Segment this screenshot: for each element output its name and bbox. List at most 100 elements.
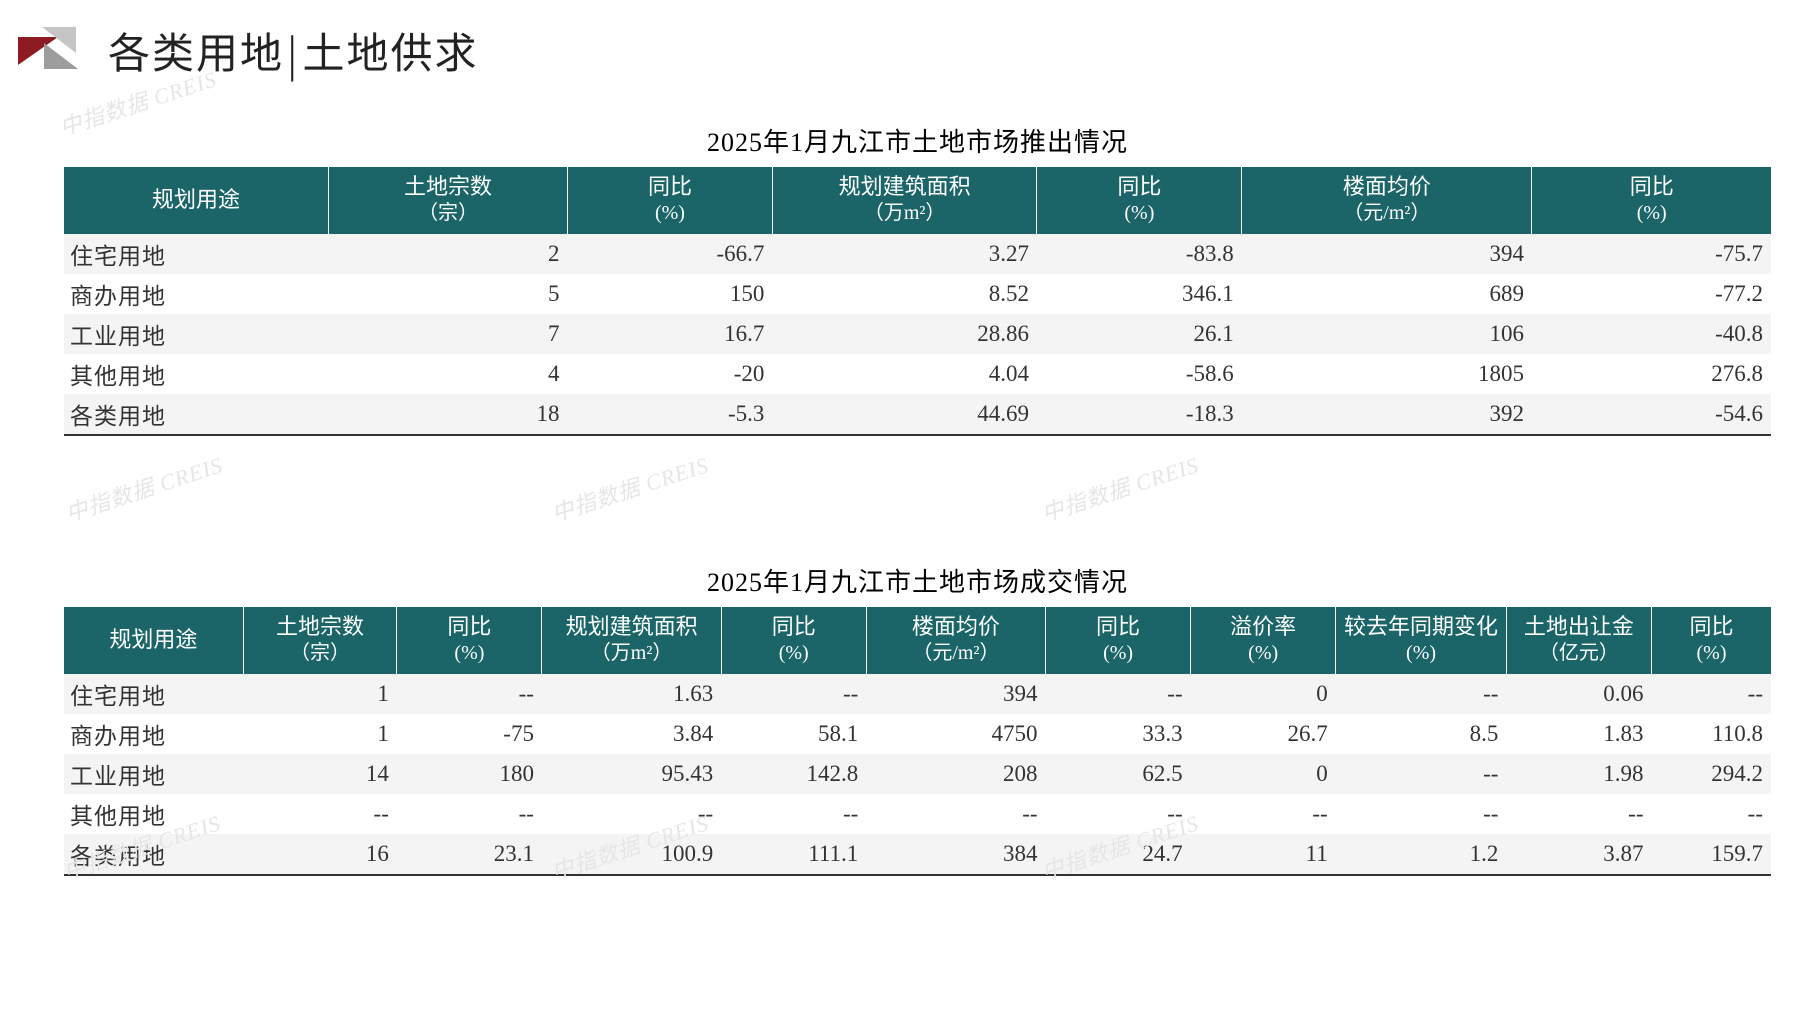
section-land-supply: 2025年1月九江市土地市场推出情况 规划用途土地宗数（宗）同比(%)规划建筑面… bbox=[64, 122, 1771, 436]
col-header: 同比(%) bbox=[721, 607, 866, 674]
cell-value: -- bbox=[397, 794, 542, 834]
cell-value: 26.1 bbox=[1037, 314, 1242, 354]
table1-title: 2025年1月九江市土地市场推出情况 bbox=[64, 122, 1771, 159]
cell-value: 4 bbox=[329, 354, 568, 394]
col-header-sub: (%) bbox=[397, 641, 541, 666]
cell-value: 111.1 bbox=[721, 834, 866, 875]
table-land-transaction: 规划用途土地宗数（宗）同比(%)规划建筑面积（万m²）同比(%)楼面均价（元/m… bbox=[64, 607, 1771, 876]
cell-value: -- bbox=[721, 794, 866, 834]
table-row: 住宅用地2-66.73.27-83.8394-75.7 bbox=[64, 234, 1771, 274]
cell-value: 24.7 bbox=[1046, 834, 1191, 875]
col-header-label: 规划用途 bbox=[109, 627, 197, 652]
cell-value: -83.8 bbox=[1037, 234, 1242, 274]
cell-value: -40.8 bbox=[1532, 314, 1771, 354]
col-header-sub: (%) bbox=[1046, 641, 1190, 666]
title-separator: | bbox=[288, 26, 298, 84]
cell-value: 150 bbox=[568, 274, 773, 314]
col-header-label: 同比 bbox=[648, 174, 692, 199]
col-header-label: 土地出让金 bbox=[1524, 614, 1634, 639]
cell-value: 394 bbox=[866, 674, 1045, 714]
cell-value: 1.2 bbox=[1336, 834, 1507, 875]
cell-value: 11 bbox=[1191, 834, 1336, 875]
col-header-sub: （万m²） bbox=[773, 201, 1037, 226]
col-header: 规划建筑面积（万m²） bbox=[772, 167, 1037, 234]
col-header-sub: (%) bbox=[568, 201, 772, 226]
col-header-sub: (%) bbox=[722, 641, 866, 666]
col-header: 土地宗数（宗） bbox=[243, 607, 397, 674]
cell-value: 62.5 bbox=[1046, 754, 1191, 794]
cell-value: 14 bbox=[243, 754, 397, 794]
cell-value: 26.7 bbox=[1191, 714, 1336, 754]
cell-value: 0 bbox=[1191, 754, 1336, 794]
col-header-sub: (%) bbox=[1532, 201, 1771, 226]
cell-value: -58.6 bbox=[1037, 354, 1242, 394]
cell-value: 384 bbox=[866, 834, 1045, 875]
col-header-sub: （宗） bbox=[329, 201, 567, 226]
cell-value: -75.7 bbox=[1532, 234, 1771, 274]
col-header: 规划建筑面积（万m²） bbox=[542, 607, 721, 674]
col-header-sub: （元/m²） bbox=[1242, 201, 1531, 226]
col-header: 同比(%) bbox=[1651, 607, 1771, 674]
cell-value: 392 bbox=[1242, 394, 1532, 435]
col-header-label: 同比 bbox=[772, 614, 816, 639]
row-label: 住宅用地 bbox=[64, 674, 243, 714]
col-header-sub: （亿元） bbox=[1507, 641, 1651, 666]
col-header: 较去年同期变化(%) bbox=[1336, 607, 1507, 674]
row-label: 各类用地 bbox=[64, 834, 243, 875]
table-land-supply: 规划用途土地宗数（宗）同比(%)规划建筑面积（万m²）同比(%)楼面均价（元/m… bbox=[64, 167, 1771, 436]
cell-value: 7 bbox=[329, 314, 568, 354]
cell-value: -54.6 bbox=[1532, 394, 1771, 435]
row-label: 工业用地 bbox=[64, 314, 329, 354]
cell-value: -- bbox=[1336, 754, 1507, 794]
table-row: 工业用地1418095.43142.820862.50--1.98294.2 bbox=[64, 754, 1771, 794]
row-label: 各类用地 bbox=[64, 394, 329, 435]
cell-value: 180 bbox=[397, 754, 542, 794]
table-row: 其他用地4-204.04-58.61805276.8 bbox=[64, 354, 1771, 394]
cell-value: 0.06 bbox=[1506, 674, 1651, 714]
cell-value: 3.27 bbox=[772, 234, 1037, 274]
col-header-label: 土地宗数 bbox=[404, 174, 492, 199]
col-header: 楼面均价（元/m²） bbox=[866, 607, 1045, 674]
watermark: 中指数据 CREIS bbox=[547, 448, 712, 529]
cell-value: 8.52 bbox=[772, 274, 1037, 314]
cell-value: 4.04 bbox=[772, 354, 1037, 394]
cell-value: -- bbox=[1336, 794, 1507, 834]
cell-value: 16 bbox=[243, 834, 397, 875]
col-header-sub: (%) bbox=[1652, 641, 1771, 666]
cell-value: 1 bbox=[243, 714, 397, 754]
col-header-label: 规划用途 bbox=[152, 187, 240, 212]
cell-value: 3.87 bbox=[1506, 834, 1651, 875]
table-row: 商办用地51508.52346.1689-77.2 bbox=[64, 274, 1771, 314]
cell-value: 16.7 bbox=[568, 314, 773, 354]
cell-value: 4750 bbox=[866, 714, 1045, 754]
accent-triangle-gray bbox=[50, 29, 90, 73]
col-header: 土地出让金（亿元） bbox=[1506, 607, 1651, 674]
cell-value: -- bbox=[542, 794, 721, 834]
cell-value: 1805 bbox=[1242, 354, 1532, 394]
cell-value: 58.1 bbox=[721, 714, 866, 754]
page-header: 各类用地|土地供求 bbox=[0, 20, 478, 81]
table-row: 住宅用地1--1.63--394--0--0.06-- bbox=[64, 674, 1771, 714]
col-header-label: 规划建筑面积 bbox=[839, 174, 971, 199]
cell-value: 28.86 bbox=[772, 314, 1037, 354]
cell-value: -- bbox=[721, 674, 866, 714]
cell-value: 208 bbox=[866, 754, 1045, 794]
cell-value: -- bbox=[1336, 674, 1507, 714]
col-header: 同比(%) bbox=[1037, 167, 1242, 234]
col-header-sub: （万m²） bbox=[542, 641, 720, 666]
table2-header-row: 规划用途土地宗数（宗）同比(%)规划建筑面积（万m²）同比(%)楼面均价（元/m… bbox=[64, 607, 1771, 674]
cell-value: -- bbox=[1046, 794, 1191, 834]
col-header-label: 规划建筑面积 bbox=[566, 614, 698, 639]
cell-value: 110.8 bbox=[1651, 714, 1771, 754]
col-header: 规划用途 bbox=[64, 607, 243, 674]
col-header-label: 土地宗数 bbox=[276, 614, 364, 639]
cell-value: -- bbox=[1651, 674, 1771, 714]
cell-value: 276.8 bbox=[1532, 354, 1771, 394]
col-header-label: 同比 bbox=[447, 614, 491, 639]
col-header-sub: (%) bbox=[1037, 201, 1241, 226]
table-row: 工业用地716.728.8626.1106-40.8 bbox=[64, 314, 1771, 354]
cell-value: -- bbox=[243, 794, 397, 834]
col-header-label: 同比 bbox=[1630, 174, 1674, 199]
cell-value: 33.3 bbox=[1046, 714, 1191, 754]
cell-value: 18 bbox=[329, 394, 568, 435]
